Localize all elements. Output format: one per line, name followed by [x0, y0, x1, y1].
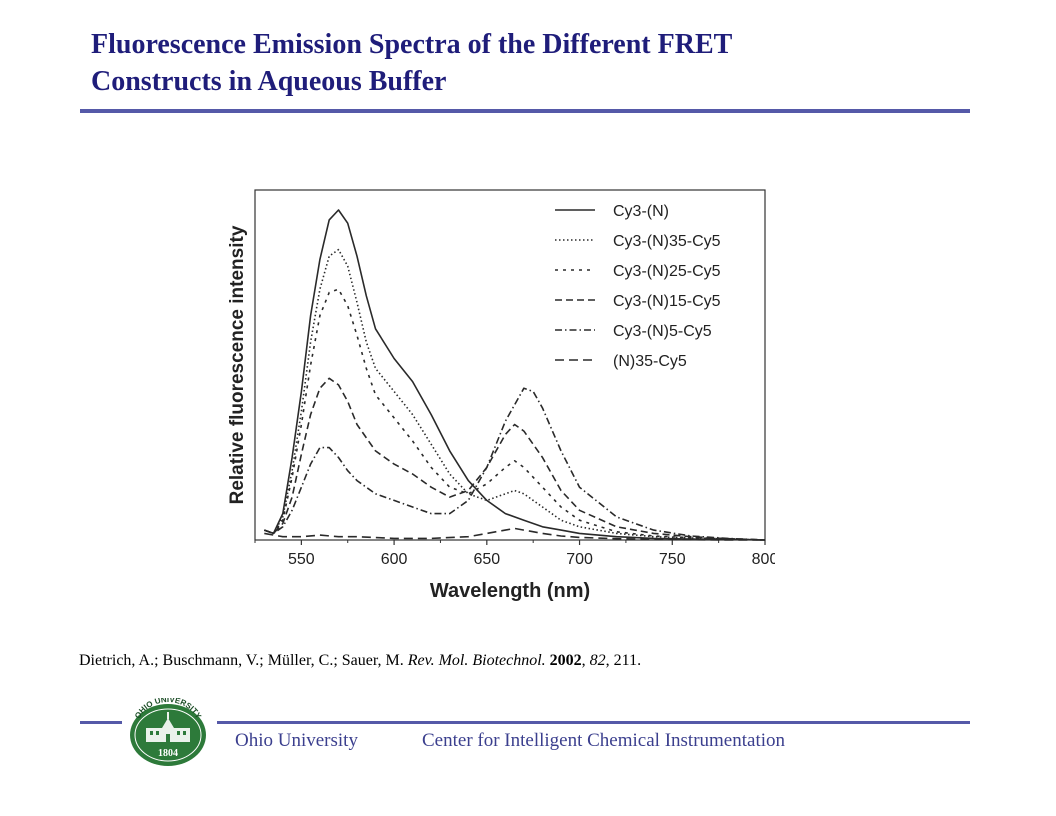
x-tick-label-700: 700: [566, 551, 593, 568]
citation: Dietrich, A.; Buschmann, V.; Müller, C.;…: [79, 652, 642, 669]
x-tick-label-550: 550: [288, 551, 315, 568]
citation-authors: Dietrich, A.; Buschmann, V.; Müller, C.;…: [79, 652, 408, 669]
x-tick-label-800: 800: [752, 551, 775, 568]
seal-year: 1804: [158, 748, 178, 759]
legend-label-2: Cy3-(N)35-Cy5: [613, 233, 721, 250]
legend-label-4: Cy3-(N)15-Cy5: [613, 293, 721, 310]
citation-journal: Rev. Mol. Biotechnol.: [407, 652, 546, 669]
plot-frame: [254, 189, 766, 541]
x-tick-label-750: 750: [659, 551, 686, 568]
footer-university: Ohio University: [235, 730, 358, 751]
legend-label-1: Cy3-(N): [613, 203, 669, 220]
x-tick-label-600: 600: [381, 551, 408, 568]
footer-divider-right: [217, 721, 970, 724]
legend-label-6: (N)35-Cy5: [613, 353, 687, 370]
slide-title-line-2: Constructs in Aqueous Buffer: [91, 66, 447, 97]
slide-title-line-1: Fluorescence Emission Spectra of the Dif…: [91, 29, 733, 60]
slide-title: Fluorescence Emission Spectra of the Dif…: [91, 26, 951, 100]
emission-spectra-chart: 550 600 650 700 750 800 Wavelength (nm) Relativ…: [227, 189, 775, 602]
series-line-2: [264, 248, 766, 541]
y-axis-label: Relative fluorescence intensity: [227, 225, 248, 504]
citation-volume: 82: [589, 652, 606, 669]
legend-label-5: Cy3-(N)5-Cy5: [613, 323, 712, 340]
x-axis-label: Wavelength (nm): [430, 580, 590, 602]
legend-label-3: Cy3-(N)25-Cy5: [613, 263, 721, 280]
series-line-6: [264, 527, 765, 541]
footer-divider-left: [80, 721, 122, 724]
citation-pages: 211.: [613, 652, 642, 669]
series-line-5: [264, 387, 766, 541]
title-divider: [80, 109, 970, 113]
series-line-4: [264, 377, 766, 541]
footer-center-name: Center for Intelligent Chemical Instrume…: [422, 730, 786, 751]
series-line-3: [264, 288, 766, 541]
citation-year: 2002: [549, 652, 582, 669]
x-tick-label-650: 650: [473, 551, 500, 568]
series-line-1: [264, 209, 766, 541]
ohio-university-seal-logo: OHIO UNIVERSITY 1804: [130, 698, 206, 766]
